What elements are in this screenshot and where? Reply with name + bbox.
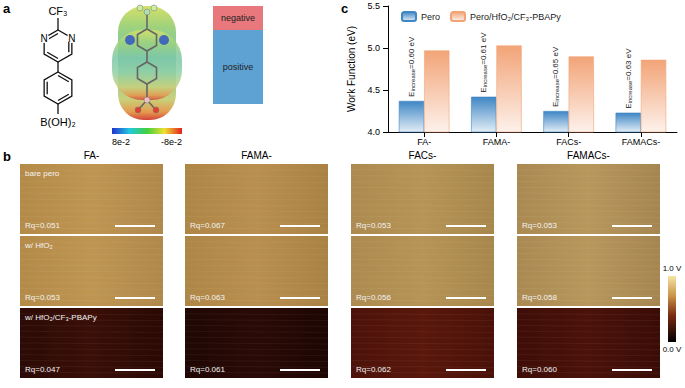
svg-text:FA-: FA- bbox=[417, 137, 431, 147]
svg-text:4.5: 4.5 bbox=[367, 85, 380, 95]
svg-text:FACs-: FACs- bbox=[556, 137, 581, 147]
svg-text:FACs-: FACs- bbox=[409, 150, 437, 161]
svg-text:N: N bbox=[41, 33, 48, 44]
svg-text:bare pero: bare pero bbox=[25, 169, 60, 178]
svg-text:w/ HfO₂: w/ HfO₂ bbox=[24, 241, 53, 250]
svg-text:=0.61 eV: =0.61 eV bbox=[479, 32, 488, 65]
svg-text:Rq=0.047: Rq=0.047 bbox=[25, 365, 60, 374]
svg-text:E: E bbox=[623, 103, 633, 109]
svg-text:b: b bbox=[3, 149, 11, 164]
svg-text:B(OH)₂: B(OH)₂ bbox=[40, 116, 75, 128]
svg-text:Rq=0.053: Rq=0.053 bbox=[25, 293, 60, 302]
svg-text:increase: increase bbox=[627, 80, 633, 103]
svg-text:FA-: FA- bbox=[84, 150, 100, 161]
svg-text:N: N bbox=[68, 33, 75, 44]
svg-text:5.0: 5.0 bbox=[367, 43, 380, 53]
svg-text:Rq=0.062: Rq=0.062 bbox=[356, 365, 391, 374]
svg-text:Rq=0.060: Rq=0.060 bbox=[522, 365, 557, 374]
svg-text:FAMACs-: FAMACs- bbox=[622, 137, 661, 147]
svg-text:FAMACs-: FAMACs- bbox=[567, 150, 610, 161]
svg-text:5.5: 5.5 bbox=[367, 1, 380, 11]
svg-text:Rq=0.053: Rq=0.053 bbox=[522, 221, 557, 230]
svg-text:FAMA-: FAMA- bbox=[241, 150, 272, 161]
svg-text:Rq=0.056: Rq=0.056 bbox=[356, 293, 391, 302]
svg-text:1.0 V: 1.0 V bbox=[663, 264, 682, 273]
svg-text:w/ HfO₂/CF₃-PBAPy: w/ HfO₂/CF₃-PBAPy bbox=[24, 313, 97, 322]
svg-text:positive: positive bbox=[223, 62, 254, 72]
svg-text:FAMA-: FAMA- bbox=[483, 137, 511, 147]
svg-text:-8e-2: -8e-2 bbox=[161, 137, 182, 147]
svg-text:negative: negative bbox=[221, 13, 255, 23]
svg-text:Work Function (eV): Work Function (eV) bbox=[346, 26, 357, 112]
svg-text:=0.60 eV: =0.60 eV bbox=[407, 36, 416, 69]
svg-text:increase: increase bbox=[410, 68, 416, 91]
svg-text:4.0: 4.0 bbox=[367, 127, 380, 137]
svg-text:E: E bbox=[407, 91, 416, 97]
svg-text:Pero: Pero bbox=[421, 12, 440, 22]
svg-text:Rq=0.058: Rq=0.058 bbox=[522, 293, 557, 302]
svg-text:=0.63 eV: =0.63 eV bbox=[624, 48, 633, 81]
svg-text:Rq=0.051: Rq=0.051 bbox=[25, 221, 60, 230]
svg-text:Rq=0.067: Rq=0.067 bbox=[190, 221, 225, 230]
svg-text:Rq=0.053: Rq=0.053 bbox=[356, 221, 391, 230]
svg-text:increase: increase bbox=[554, 78, 560, 101]
svg-text:c: c bbox=[341, 1, 348, 16]
svg-text:E: E bbox=[551, 101, 561, 107]
svg-text:8e-2: 8e-2 bbox=[112, 137, 130, 147]
svg-text:=0.65 eV: =0.65 eV bbox=[551, 46, 560, 79]
svg-text:Rq=0.061: Rq=0.061 bbox=[190, 365, 225, 374]
svg-text:Pero/HfO₂/CF₃-PBAPy: Pero/HfO₂/CF₃-PBAPy bbox=[470, 12, 561, 22]
svg-text:CF₃: CF₃ bbox=[48, 5, 67, 17]
svg-text:E: E bbox=[479, 87, 489, 93]
svg-text:0.0 V: 0.0 V bbox=[663, 345, 682, 354]
svg-text:a: a bbox=[3, 1, 11, 16]
svg-text:increase: increase bbox=[482, 64, 488, 87]
svg-text:Rq=0.063: Rq=0.063 bbox=[190, 293, 225, 302]
